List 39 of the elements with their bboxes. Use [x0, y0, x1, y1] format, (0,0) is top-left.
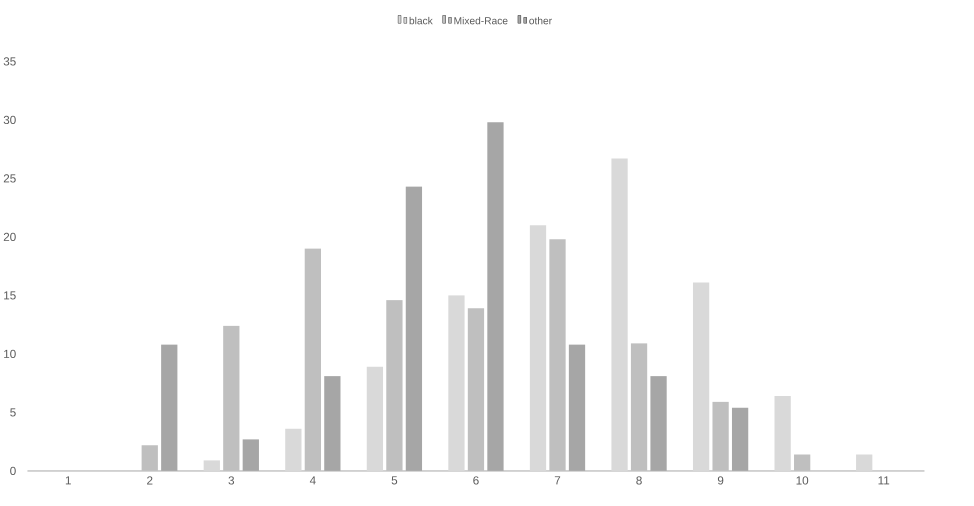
x-tick-label: 11	[878, 476, 890, 484]
bar	[223, 326, 240, 471]
x-tick-label: 3	[228, 476, 234, 485]
bar	[406, 186, 422, 471]
bar	[386, 300, 403, 471]
y-tick-label: 30	[4, 116, 16, 124]
x-tick-label: 9	[718, 476, 724, 485]
bar	[242, 439, 259, 471]
bar	[732, 408, 748, 471]
bar	[712, 402, 729, 471]
bar	[161, 344, 178, 471]
x-tick-label: 8	[636, 476, 642, 485]
bar	[142, 445, 158, 471]
bar	[324, 376, 340, 471]
legend-label: other	[529, 16, 552, 24]
legend-label: Mixed-Race	[454, 16, 508, 24]
y-tick-label: 15	[4, 291, 16, 300]
y-tick-label: 5	[10, 408, 16, 416]
legend-label: black	[410, 16, 433, 24]
bar	[650, 376, 667, 471]
bar	[304, 248, 321, 471]
bar	[549, 239, 566, 471]
x-tick-label: 5	[392, 476, 398, 484]
x-tick-label: 1	[66, 476, 71, 484]
y-tick-label: 35	[4, 57, 16, 66]
bar	[568, 344, 586, 471]
y-tick-label: 10	[4, 350, 16, 358]
x-tick-label: 4	[310, 476, 316, 484]
bar	[794, 454, 810, 471]
y-tick-label: 20	[4, 232, 16, 242]
bar	[468, 308, 484, 471]
x-tick-label: 6	[473, 476, 479, 485]
x-tick-label: 2	[147, 476, 152, 484]
x-tick-label: 10	[796, 476, 808, 485]
bar	[487, 122, 504, 471]
y-tick-label: 25	[4, 174, 16, 183]
bar	[630, 343, 648, 471]
x-tick-label: 7	[554, 476, 560, 484]
y-tick-label: 0	[10, 466, 16, 476]
